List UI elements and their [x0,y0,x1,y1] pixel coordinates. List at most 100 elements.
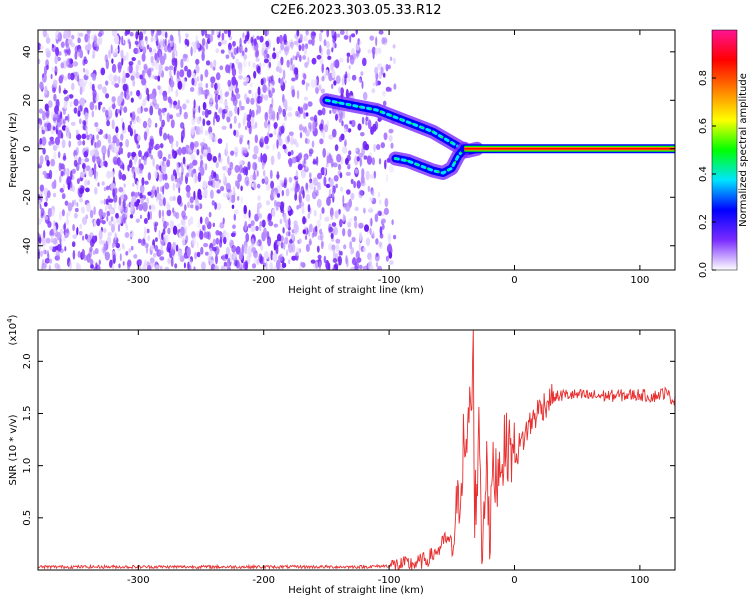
y-tick-label: 2.0 [22,353,33,369]
noise-cell [46,190,51,199]
noise-cell [62,236,66,242]
noise-cell [335,183,338,189]
noise-cell [154,221,159,227]
noise-cell [168,85,171,94]
noise-cell [243,112,248,121]
noise-cell [205,83,209,89]
noise-cell [138,158,142,169]
noise-cell [89,81,92,90]
noise-cell [214,180,220,189]
noise-cell [106,185,110,191]
noise-cell [335,244,340,253]
noise-cell [41,129,45,135]
noise-cell [247,161,251,171]
noise-cell [44,174,48,179]
noise-cell [319,58,324,65]
noise-cell [119,141,123,147]
noise-cell [230,150,235,156]
noise-cell [319,228,323,235]
noise-cell [158,209,162,219]
noise-cell [346,189,351,195]
noise-cell [194,175,198,183]
noise-cell [375,262,378,268]
noise-cell [73,199,77,206]
noise-cell [345,157,349,165]
noise-cell [186,191,191,198]
noise-cell [109,208,114,214]
noise-cell [223,30,228,35]
noise-cell [338,255,342,266]
noise-cell [209,61,213,69]
noise-cell [53,225,57,234]
noise-cell [53,93,57,102]
noise-cell [66,219,69,226]
noise-cell [303,112,306,119]
noise-cell [101,220,106,225]
noise-cell [295,247,300,257]
y-tick-label: 1.0 [22,458,33,474]
noise-cell [365,116,369,122]
y-tick-label: -20 [22,189,33,205]
noise-cell [79,97,85,106]
noise-cell [250,225,256,232]
colorbar-tick-label: 0.2 [698,214,709,230]
noise-cell [65,45,70,51]
noise-cell [291,89,296,98]
noise-cell [296,30,300,37]
noise-cell [346,127,349,132]
noise-cell [190,154,196,161]
noise-cell [189,196,194,204]
noise-cell [147,93,150,102]
noise-cell [215,239,220,244]
noise-cell [338,208,341,215]
noise-cell [125,52,129,61]
noise-cell [63,167,66,176]
noise-cell [89,209,94,219]
noise-cell [276,111,279,121]
noise-cell [357,38,361,46]
noise-cell [218,231,223,236]
noise-cell [316,185,322,191]
noise-cell [101,145,107,156]
noise-cell [230,194,236,203]
noise-cell [299,131,303,139]
noise-cell [342,213,345,222]
noise-cell [313,177,318,186]
noise-cell [268,61,272,68]
noise-cell [113,160,118,165]
noise-cell [121,212,125,219]
noise-cell [378,158,382,165]
noise-cell [351,33,356,38]
noise-cell [379,199,382,205]
noise-cell [150,36,154,43]
noise-cell [292,55,296,61]
noise-cell [270,180,275,189]
noise-cell [215,161,219,169]
noise-cell [377,265,382,270]
noise-cell [263,175,269,183]
noise-cell [170,86,173,92]
noise-cell [62,183,66,191]
noise-cell [146,147,152,158]
noise-cell [283,33,287,44]
noise-cell [65,229,69,234]
noise-cell [259,96,263,103]
noise-cell [217,94,221,100]
noise-cell [199,216,203,224]
noise-cell [190,126,195,136]
noise-cell [272,52,277,60]
noise-cell [127,259,132,268]
noise-cell [256,109,258,116]
noise-cell [72,224,75,232]
noise-cell [77,105,83,112]
noise-cell [57,151,61,159]
noise-cell [97,182,100,187]
noise-cell [271,208,276,218]
noise-cell [155,264,159,270]
noise-cell [95,141,99,149]
noise-cell [235,259,240,269]
noise-cell [86,30,91,34]
noise-cell [170,40,173,48]
noise-cell [147,172,152,181]
noise-cell [162,38,165,48]
